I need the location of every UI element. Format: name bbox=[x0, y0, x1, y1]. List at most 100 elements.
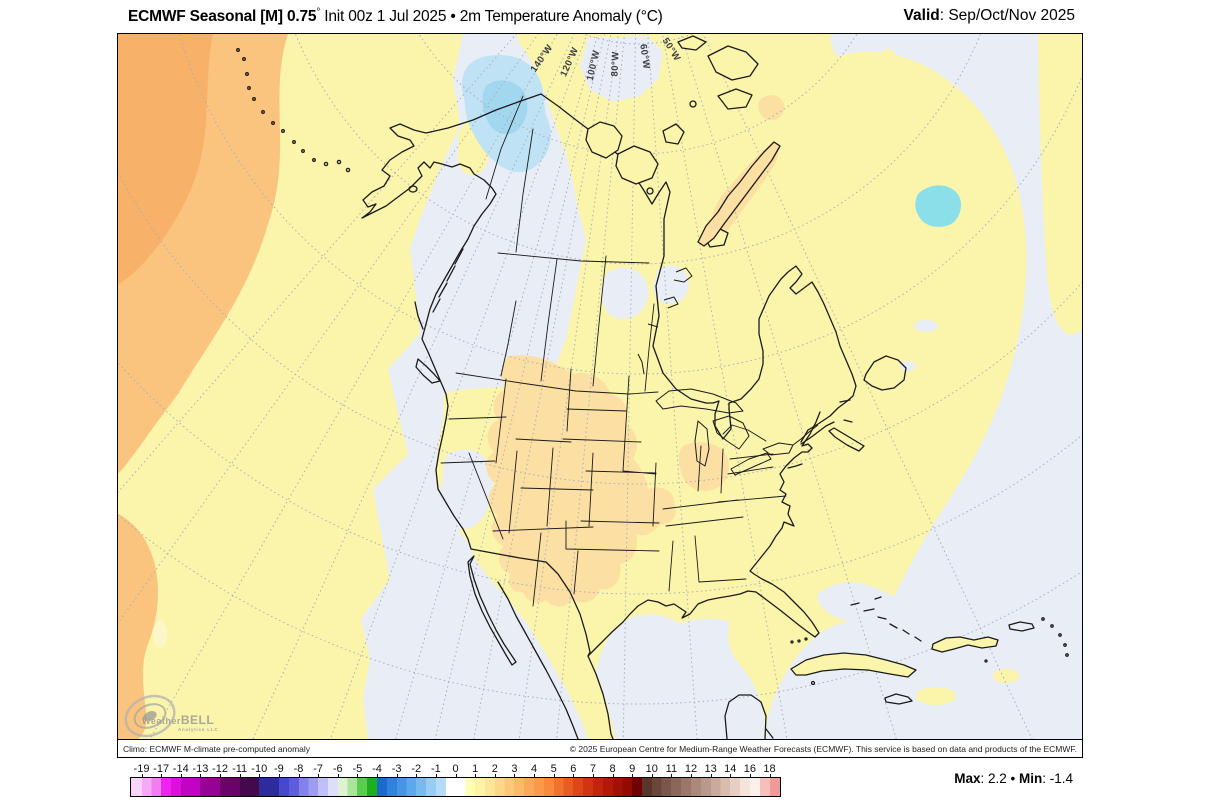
weatherbell-logo: WeatherBELL Analytics LLC bbox=[124, 694, 218, 738]
colorbar-tick bbox=[612, 774, 614, 777]
longitude-label: 80°W bbox=[610, 51, 622, 77]
colorbar-segment bbox=[318, 778, 338, 796]
colorbar-segment bbox=[377, 778, 397, 796]
stats-separator: • bbox=[1006, 771, 1019, 786]
colorbar-segment bbox=[200, 778, 220, 796]
colorbar-segment bbox=[141, 778, 162, 796]
colorbar-segment bbox=[298, 778, 319, 796]
colorbar-tick bbox=[514, 774, 516, 777]
colorbar-tick bbox=[239, 774, 241, 777]
valid-value: : Sep/Oct/Nov 2025 bbox=[939, 7, 1075, 24]
colorbar-tick bbox=[416, 774, 418, 777]
colorbar-segment bbox=[553, 778, 574, 796]
colorbar-tick bbox=[435, 774, 437, 777]
colorbar-segment bbox=[592, 778, 613, 796]
coastline-layer bbox=[236, 35, 1069, 739]
logo-weather: Weather bbox=[142, 716, 181, 726]
colorbar-tick bbox=[632, 774, 634, 777]
colorbar-segment bbox=[161, 778, 181, 796]
colorbar-tick bbox=[220, 774, 221, 777]
graticule-layer bbox=[118, 34, 1082, 739]
colorbar-tick bbox=[278, 774, 280, 777]
colorbar-tick-label: 18 bbox=[763, 763, 776, 775]
colorbar-tick-label: -19 bbox=[133, 763, 150, 775]
colorbar-tick-label: 14 bbox=[724, 763, 737, 775]
minmax-stats: Max: 2.2 • Min: -1.4 bbox=[954, 771, 1073, 786]
colorbar-tick-label: -1 bbox=[430, 763, 441, 775]
colorbar-segment bbox=[259, 778, 279, 796]
colorbar-segment bbox=[651, 778, 672, 796]
svg-text:WeatherBELL: WeatherBELL bbox=[142, 713, 214, 727]
colorbar-tick bbox=[534, 774, 535, 777]
page-title-detail: Init 00z 1 Jul 2025 • 2m Temperature Ano… bbox=[320, 8, 663, 26]
caribbean-islands bbox=[790, 596, 1069, 705]
colorbar-segment bbox=[514, 778, 534, 796]
colorbar-tick-label: -8 bbox=[293, 763, 304, 775]
border-layer bbox=[440, 95, 787, 607]
colorbar-segment bbox=[730, 778, 750, 796]
colorbar-segment bbox=[220, 778, 240, 796]
colorbar-segment bbox=[612, 778, 633, 796]
colorbar-tick-label: 12 bbox=[684, 763, 698, 775]
arctic-islands bbox=[585, 35, 781, 248]
colorbar-tick bbox=[377, 774, 378, 777]
colorbar-tick-label: 6 bbox=[570, 763, 577, 775]
colorbar-tick bbox=[691, 774, 692, 777]
colorbar-segment bbox=[239, 778, 260, 796]
valid-period: Valid: Sep/Oct/Nov 2025 bbox=[904, 7, 1075, 25]
colorbar-segment bbox=[534, 778, 554, 796]
colorbar-tick-label: 3 bbox=[511, 763, 518, 775]
page-title-model: ECMWF Seasonal [M] 0.75 bbox=[128, 8, 317, 26]
colorbar-tick-label: 4 bbox=[530, 763, 538, 775]
colorbar-segment bbox=[337, 778, 358, 796]
colorbar-tick bbox=[475, 774, 477, 777]
min-label: Min bbox=[1018, 771, 1043, 786]
logo-bell: BELL bbox=[181, 713, 214, 727]
colorbar-segment bbox=[180, 778, 201, 796]
colorbar-tick-label: -14 bbox=[172, 763, 189, 775]
colorbar-tick bbox=[259, 774, 261, 777]
colorbar-tick-label: -17 bbox=[153, 763, 170, 775]
colorbar-tick bbox=[651, 774, 653, 777]
colorbar-tick-label: 7 bbox=[589, 763, 596, 775]
colorbar-tick bbox=[455, 774, 457, 777]
colorbar-tick-label: -9 bbox=[273, 763, 284, 775]
colorbar-tick-label: 8 bbox=[609, 763, 616, 775]
colorbar-tick bbox=[200, 774, 202, 777]
colorbar-tick-label: 10 bbox=[645, 763, 658, 775]
great-lakes bbox=[637, 267, 819, 476]
min-value: : -1.4 bbox=[1042, 771, 1073, 786]
degree-symbol: ° bbox=[316, 7, 321, 18]
max-label: Max bbox=[954, 771, 981, 786]
colorbar-legend: -19 -17 -14 -13 -12 -11 -10 -9 -8 -7 -6 -5 -4 -3 -2 -1 0… bbox=[130, 763, 781, 797]
colorbar-tick bbox=[357, 774, 359, 777]
colorbar-tick-label: 13 bbox=[704, 763, 717, 775]
aleutian-islands bbox=[236, 48, 418, 193]
colorbar-tick-label: -10 bbox=[251, 763, 268, 775]
colorbar-segment bbox=[749, 778, 770, 796]
colorbar-tick bbox=[710, 774, 712, 777]
colorbar-tick-label: 16 bbox=[743, 763, 756, 775]
colorbar-tick bbox=[553, 774, 555, 777]
colorbar-tick-label: 1 bbox=[472, 763, 479, 775]
forecast-map: 140°W 120°W 100°W 80°W 60°W 50°W WeatherBELL … bbox=[117, 33, 1083, 758]
colorbar-tick-label: 0 bbox=[452, 763, 459, 775]
colorbar-tick bbox=[494, 774, 496, 777]
colorbar-segment bbox=[573, 778, 593, 796]
colorbar-segment bbox=[632, 778, 652, 796]
colorbar-segment bbox=[475, 778, 495, 796]
colorbar-tick bbox=[337, 774, 339, 777]
colorbar-tick bbox=[730, 774, 732, 777]
colorbar-tick-label: 2 bbox=[491, 763, 498, 775]
logo-swirl-icon bbox=[124, 694, 176, 738]
colorbar-tick bbox=[161, 774, 163, 777]
colorbar-segment bbox=[357, 778, 377, 796]
colorbar-tick bbox=[671, 774, 673, 777]
colorbar-segment bbox=[494, 778, 515, 796]
colorbar-segment bbox=[278, 778, 299, 796]
colorbar-tick-label: -5 bbox=[352, 763, 363, 775]
anomaly-shading-layer bbox=[118, 34, 1082, 739]
colorbar-tick bbox=[298, 774, 300, 777]
colorbar-tick-label: -6 bbox=[332, 763, 343, 775]
